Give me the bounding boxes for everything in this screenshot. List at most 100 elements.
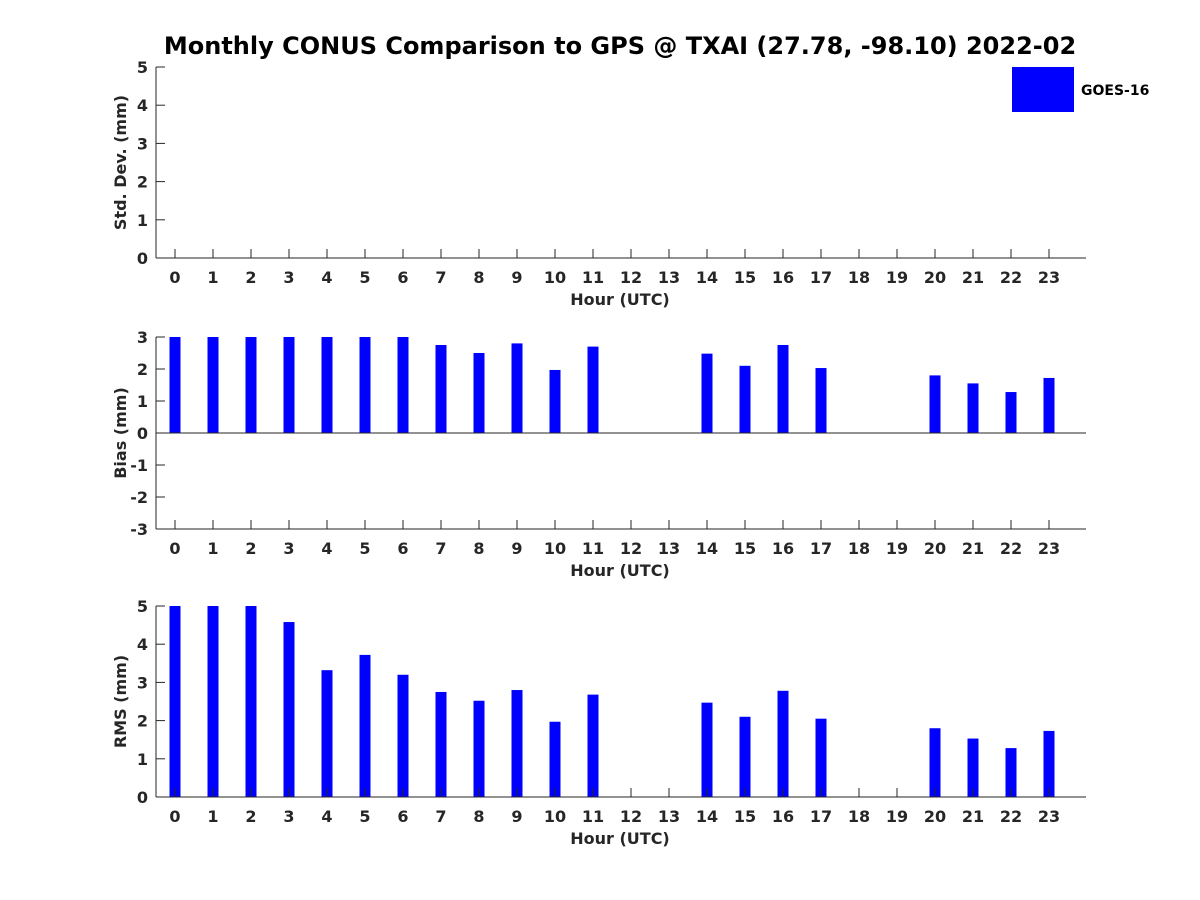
- x-tick-label-rms: 0: [169, 807, 180, 826]
- bar-rms-hour-17: [815, 718, 827, 797]
- x-tick-label-bias: 17: [810, 539, 832, 558]
- y-axis-label-rms: RMS (mm): [111, 655, 130, 748]
- x-tick-label-rms: 18: [848, 807, 870, 826]
- x-tick-label-bias: 21: [962, 539, 984, 558]
- y-axis-label-stddev: Std. Dev. (mm): [111, 95, 130, 230]
- y-tick-label-stddev: 2: [137, 173, 148, 192]
- bar-rms-hour-10: [549, 721, 561, 797]
- bar-bias-hour-23: [1043, 377, 1055, 433]
- y-tick-label-stddev: 4: [137, 96, 148, 115]
- y-tick-label-bias: 1: [137, 392, 148, 411]
- x-tick-label-rms: 13: [658, 807, 680, 826]
- x-tick-label-rms: 17: [810, 807, 832, 826]
- bar-bias-hour-6: [397, 337, 409, 433]
- x-tick-label-rms: 20: [924, 807, 946, 826]
- x-tick-label-rms: 23: [1038, 807, 1060, 826]
- x-tick-label-rms: 19: [886, 807, 908, 826]
- y-tick-label-rms: 2: [137, 712, 148, 731]
- bar-rms-hour-9: [511, 690, 523, 797]
- x-tick-label-rms: 3: [283, 807, 294, 826]
- y-tick-label-rms: 4: [137, 635, 148, 654]
- bar-rms-hour-16: [777, 690, 789, 797]
- x-tick-label-rms: 12: [620, 807, 642, 826]
- x-tick-label-rms: 10: [544, 807, 566, 826]
- bar-rms-hour-6: [397, 674, 409, 797]
- x-tick-label-bias: 14: [696, 539, 718, 558]
- bar-bias-hour-11: [587, 346, 599, 433]
- bar-bias-hour-21: [967, 383, 979, 433]
- bar-rms-hour-8: [473, 700, 485, 797]
- x-tick-label-bias: 6: [397, 539, 408, 558]
- x-tick-label-bias: 12: [620, 539, 642, 558]
- x-tick-label-bias: 18: [848, 539, 870, 558]
- bar-rms-hour-20: [929, 728, 941, 797]
- x-tick-label-bias: 5: [359, 539, 370, 558]
- x-tick-label-bias: 0: [169, 539, 180, 558]
- bar-rms-hour-22: [1005, 748, 1017, 797]
- y-tick-label-bias: 2: [137, 360, 148, 379]
- x-tick-label-rms: 5: [359, 807, 370, 826]
- x-tick-label-bias: 19: [886, 539, 908, 558]
- bar-bias-hour-7: [435, 345, 447, 433]
- bar-bias-hour-9: [511, 343, 523, 433]
- x-tick-label-stddev: 21: [962, 268, 984, 287]
- x-axis-label-bias: Hour (UTC): [570, 561, 670, 580]
- chart-title: Monthly CONUS Comparison to GPS @ TXAI (…: [164, 32, 1076, 60]
- x-tick-label-stddev: 11: [582, 268, 604, 287]
- x-tick-label-bias: 23: [1038, 539, 1060, 558]
- y-tick-label-rms: 5: [137, 597, 148, 616]
- x-tick-label-rms: 22: [1000, 807, 1022, 826]
- x-tick-label-stddev: 15: [734, 268, 756, 287]
- bar-bias-hour-4: [321, 337, 333, 433]
- y-tick-label-stddev: 3: [137, 134, 148, 153]
- bar-rms-hour-4: [321, 670, 333, 797]
- bar-bias-hour-14: [701, 353, 713, 433]
- x-tick-label-stddev: 3: [283, 268, 294, 287]
- bar-bias-hour-3: [283, 337, 295, 433]
- y-tick-label-bias: 3: [137, 328, 148, 347]
- bar-bias-hour-16: [777, 345, 789, 433]
- y-tick-label-stddev: 0: [137, 249, 148, 268]
- y-axis-label-bias: Bias (mm): [111, 387, 130, 479]
- bar-rms-hour-11: [587, 694, 599, 797]
- x-tick-label-stddev: 20: [924, 268, 946, 287]
- x-tick-label-stddev: 7: [435, 268, 446, 287]
- bars-rms: [169, 606, 1055, 797]
- x-tick-label-bias: 15: [734, 539, 756, 558]
- y-tick-label-bias: -2: [130, 488, 148, 507]
- x-tick-label-stddev: 1: [207, 268, 218, 287]
- x-tick-label-bias: 1: [207, 539, 218, 558]
- x-tick-label-rms: 8: [473, 807, 484, 826]
- x-tick-label-rms: 14: [696, 807, 718, 826]
- bar-bias-hour-20: [929, 375, 941, 433]
- y-tick-label-bias: -1: [130, 456, 148, 475]
- legend-swatch: [1012, 67, 1074, 112]
- bar-rms-hour-2: [245, 606, 257, 797]
- x-tick-label-bias: 22: [1000, 539, 1022, 558]
- x-tick-label-bias: 3: [283, 539, 294, 558]
- bar-bias-hour-10: [549, 369, 561, 433]
- x-tick-label-rms: 4: [321, 807, 332, 826]
- x-tick-label-stddev: 13: [658, 268, 680, 287]
- bars-bias: [169, 337, 1055, 433]
- y-tick-label-bias: -3: [130, 520, 148, 539]
- x-tick-label-bias: 20: [924, 539, 946, 558]
- x-tick-label-rms: 6: [397, 807, 408, 826]
- x-tick-label-rms: 2: [245, 807, 256, 826]
- x-tick-label-stddev: 5: [359, 268, 370, 287]
- x-tick-label-stddev: 8: [473, 268, 484, 287]
- bar-rms-hour-1: [207, 606, 219, 797]
- x-tick-label-stddev: 14: [696, 268, 718, 287]
- x-tick-label-bias: 11: [582, 539, 604, 558]
- x-tick-label-bias: 13: [658, 539, 680, 558]
- x-tick-label-stddev: 23: [1038, 268, 1060, 287]
- y-tick-label-bias: 0: [137, 424, 148, 443]
- x-tick-label-stddev: 17: [810, 268, 832, 287]
- x-tick-label-rms: 7: [435, 807, 446, 826]
- bar-rms-hour-23: [1043, 730, 1055, 797]
- y-tick-label-rms: 1: [137, 750, 148, 769]
- legend-label: GOES-16: [1081, 83, 1149, 99]
- x-tick-label-rms: 1: [207, 807, 218, 826]
